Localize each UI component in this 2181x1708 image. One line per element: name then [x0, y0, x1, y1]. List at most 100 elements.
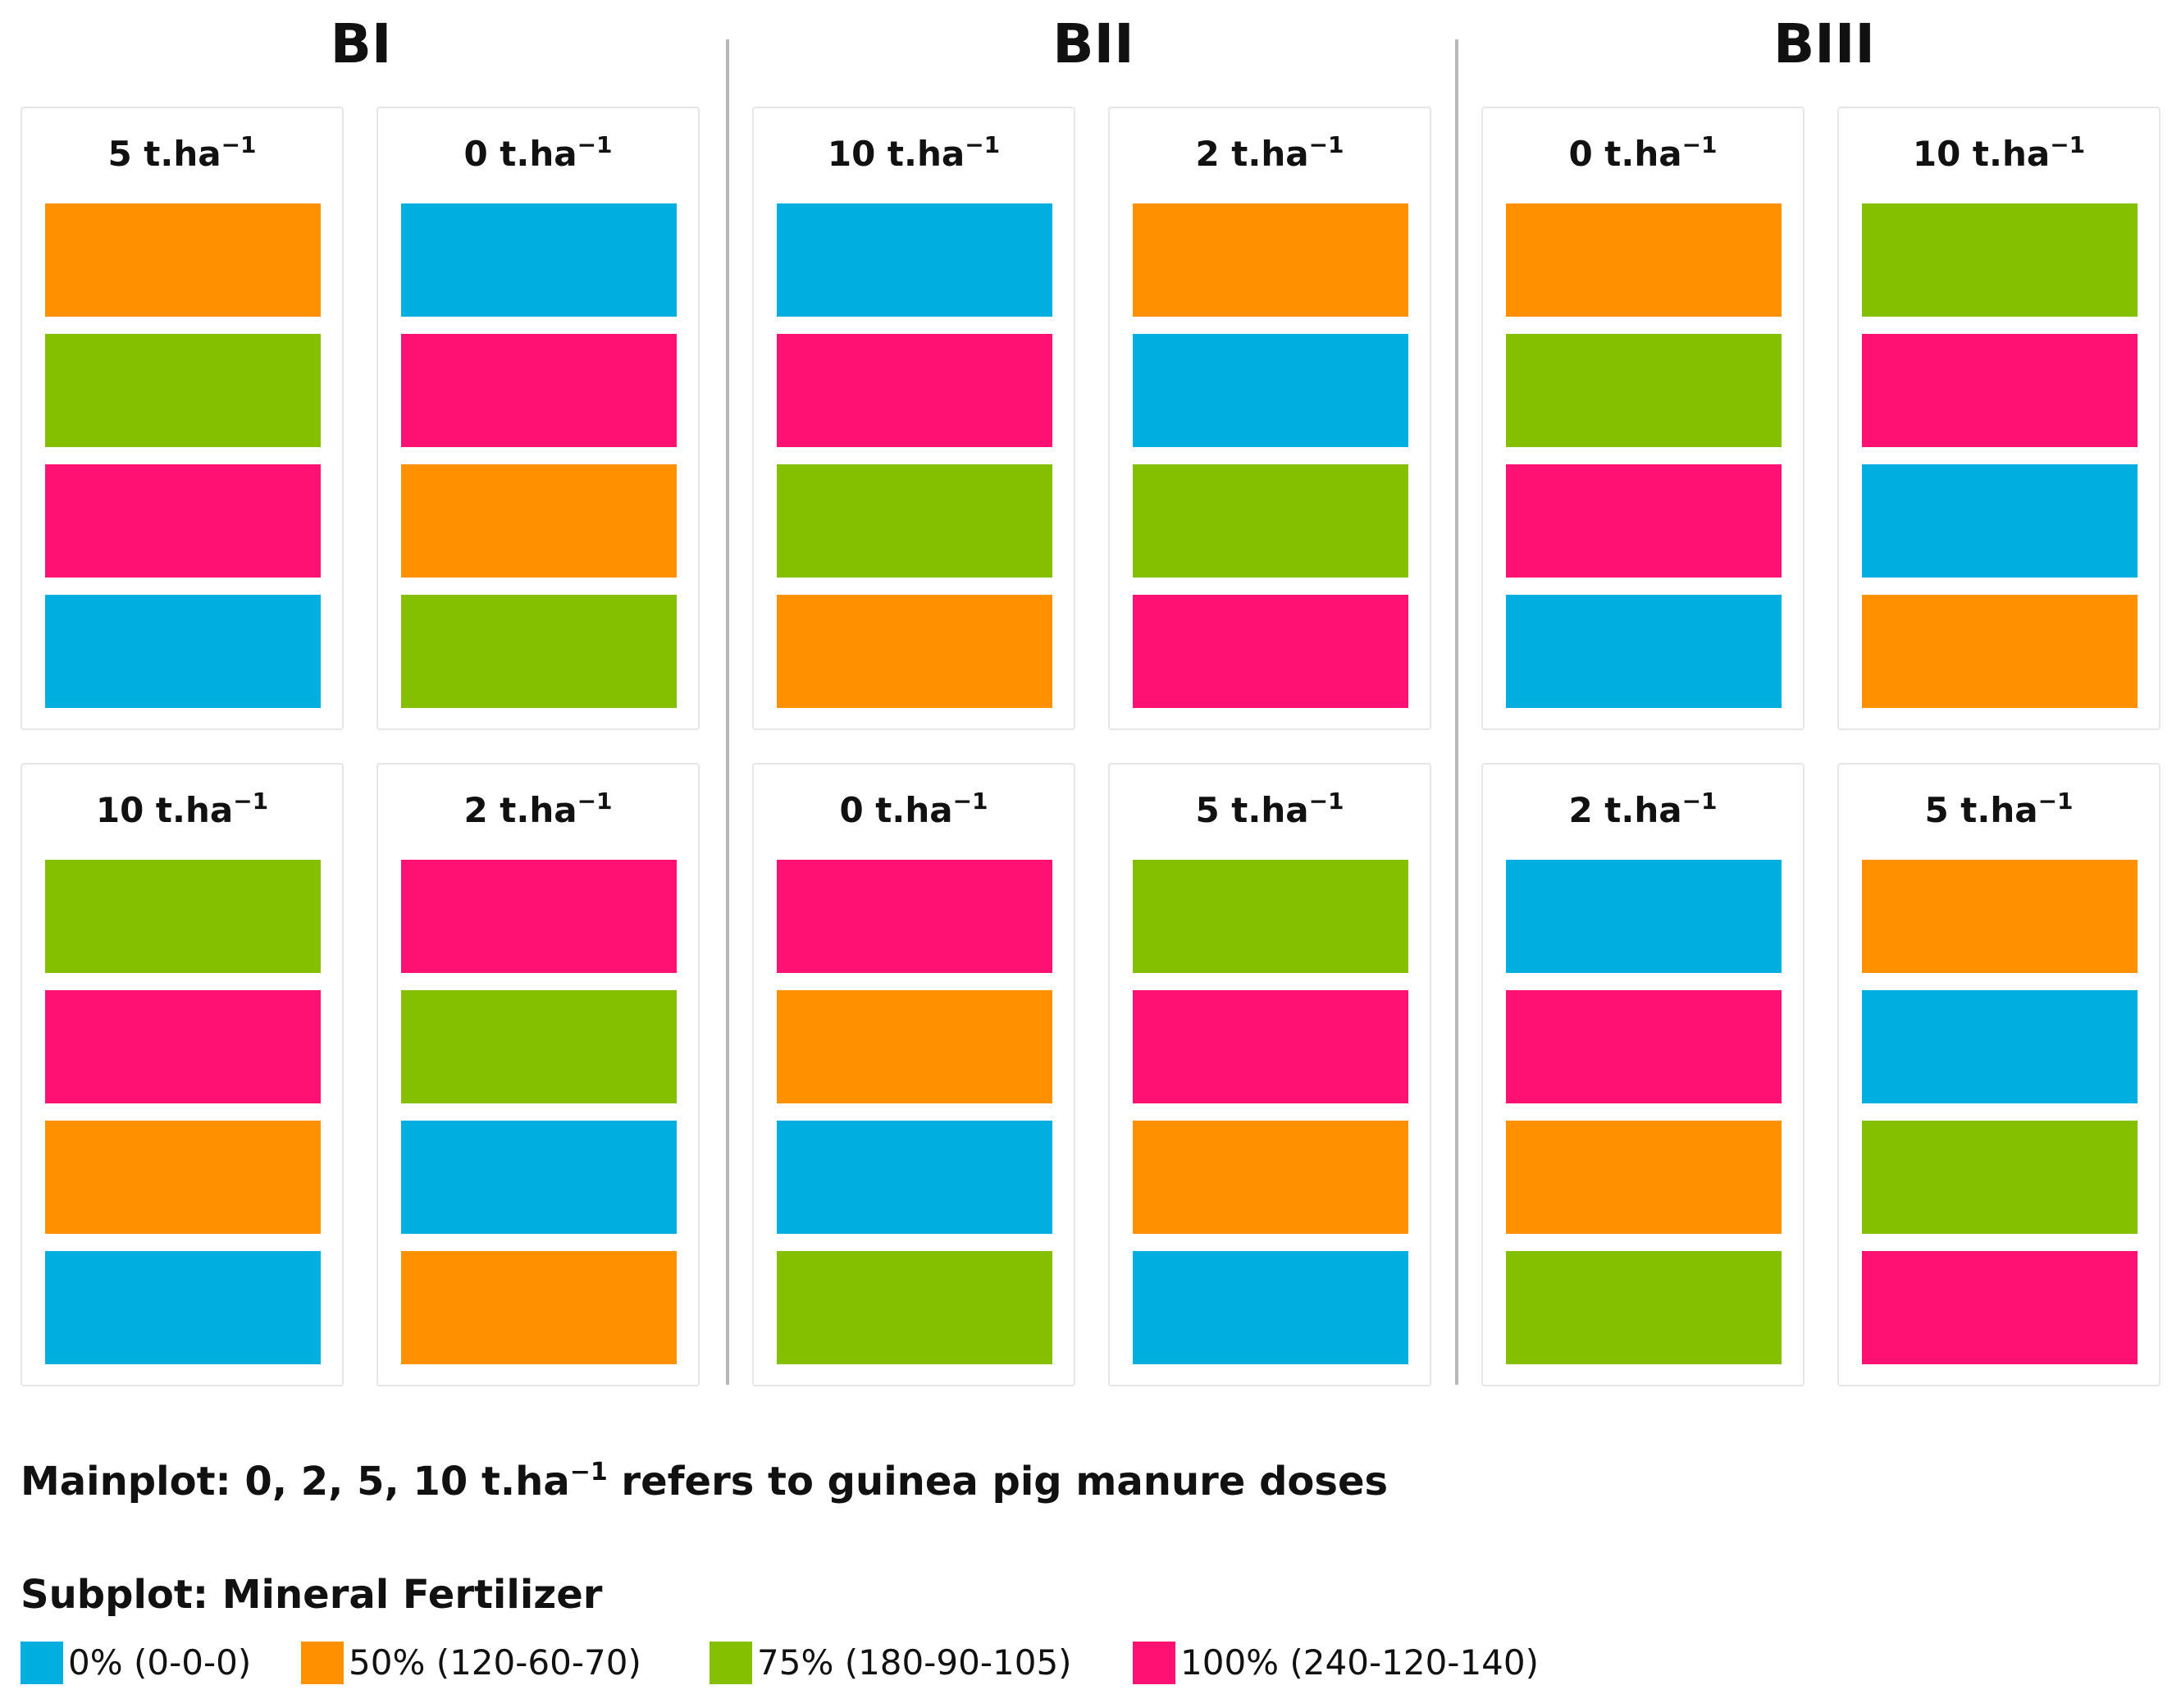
mainplot-caption-prefix: Mainplot: 0, 2, 5, 10 t.ha — [21, 1459, 570, 1505]
subplot-50pct — [45, 1121, 321, 1234]
subplot-50pct — [45, 203, 321, 317]
subplot-100pct — [1133, 990, 1408, 1103]
mainplot-label: 5 t.ha−1 — [1839, 786, 2159, 835]
mainplot: 10 t.ha−1 — [752, 107, 1075, 730]
mainplot: 0 t.ha−1 — [1481, 107, 1805, 730]
mainplot-unit-exponent: −1 — [577, 788, 613, 815]
mainplot-dose: 2 — [1195, 134, 1220, 174]
subplot-0pct — [45, 595, 321, 708]
subplot-50pct — [1506, 1121, 1782, 1234]
mainplot-unit: t.ha — [487, 790, 577, 830]
mainplot: 0 t.ha−1 — [376, 107, 700, 730]
subplot-50pct — [777, 595, 1052, 708]
mainplot-caption: Mainplot: 0, 2, 5, 10 t.ha−1 refers to g… — [21, 1457, 1388, 1506]
legend-label: 50% (120-60-70) — [349, 1642, 641, 1683]
mainplot-unit-exponent: −1 — [233, 788, 269, 815]
mainplot: 5 t.ha−1 — [1108, 763, 1431, 1386]
legend: 0% (0-0-0) 50% (120-60-70) 75% (180-90-105… — [21, 1639, 2153, 1687]
mainplot-unit: t.ha — [1219, 790, 1309, 830]
subplot-100pct — [1506, 464, 1782, 578]
subplot-100pct — [401, 334, 677, 447]
mainplot-dose: 10 — [1912, 134, 1961, 174]
mainplot-unit: t.ha — [1960, 134, 2051, 174]
subplot-100pct — [1862, 1251, 2138, 1364]
mainplot-label: 5 t.ha−1 — [22, 130, 342, 179]
subplot-100pct — [1506, 990, 1782, 1103]
subplot-100pct — [1133, 595, 1408, 708]
block-title: BII — [1052, 12, 1134, 75]
subplot-75pct — [401, 595, 677, 708]
mainplot-label: 0 t.ha−1 — [754, 786, 1074, 835]
mainplot-caption-suffix: refers to guinea pig manure doses — [607, 1459, 1389, 1505]
subplot-75pct — [1862, 1121, 2138, 1234]
mainplot-dose: 0 — [463, 134, 488, 174]
subplot-100pct — [777, 860, 1052, 973]
subplot-50pct — [1862, 595, 2138, 708]
mainplot: 2 t.ha−1 — [1481, 763, 1805, 1386]
mainplot-unit-exponent: −1 — [952, 788, 988, 815]
subplot-50pct — [401, 1251, 677, 1364]
mainplot-dose: 0 — [1568, 134, 1593, 174]
legend-swatch — [301, 1642, 344, 1684]
mainplot-label: 0 t.ha−1 — [378, 130, 698, 179]
mainplot-dose: 10 — [827, 134, 876, 174]
field-layout-diagram: BI 5 t.ha−1 0 t.ha−1 10 t.ha−1 2 t.ha−1 BII 10… — [21, 12, 2160, 1386]
mainplot-label: 2 t.ha−1 — [378, 786, 698, 835]
mainplot-dose: 2 — [463, 790, 488, 830]
subplot-75pct — [45, 334, 321, 447]
legend-item: 100% (240-120-140) — [1133, 1639, 1539, 1687]
block-title: BIII — [1773, 12, 1875, 75]
mainplot-label: 5 t.ha−1 — [1110, 786, 1430, 835]
block-divider — [1455, 39, 1458, 1385]
subplot-75pct — [1862, 203, 2138, 317]
mainplot-unit: t.ha — [1592, 790, 1682, 830]
mainplot-label: 10 t.ha−1 — [1839, 130, 2159, 179]
mainplot-unit: t.ha — [875, 134, 965, 174]
legend-item: 0% (0-0-0) — [21, 1639, 251, 1687]
subplot-0pct — [777, 203, 1052, 317]
mainplot-label: 2 t.ha−1 — [1110, 130, 1430, 179]
mainplot: 10 t.ha−1 — [1837, 107, 2160, 730]
subplot-75pct — [45, 860, 321, 973]
subplot-0pct — [1506, 860, 1782, 973]
mainplot-unit: t.ha — [131, 134, 221, 174]
mainplot-unit-exponent: −1 — [2037, 788, 2074, 815]
mainplot-dose: 5 — [1195, 790, 1220, 830]
mainplot-label: 10 t.ha−1 — [754, 130, 1074, 179]
subplot-50pct — [777, 990, 1052, 1103]
subplot-100pct — [1862, 334, 2138, 447]
mainplot-unit: t.ha — [1948, 790, 2038, 830]
subplot-100pct — [401, 860, 677, 973]
mainplot-unit-exponent: −1 — [221, 131, 257, 158]
mainplot-unit: t.ha — [1219, 134, 1309, 174]
subplot-0pct — [1862, 464, 2138, 578]
mainplot-unit-exponent: −1 — [1308, 131, 1344, 158]
mainplot-unit: t.ha — [144, 790, 234, 830]
mainplot: 10 t.ha−1 — [21, 763, 344, 1386]
legend-label: 75% (180-90-105) — [757, 1642, 1072, 1683]
mainplot-unit-exponent: −1 — [2050, 131, 2086, 158]
mainplot-unit-exponent: −1 — [965, 131, 1001, 158]
subplot-100pct — [45, 990, 321, 1103]
mainplot-unit-exponent: −1 — [577, 131, 613, 158]
mainplot: 5 t.ha−1 — [1837, 763, 2160, 1386]
mainplot-label: 10 t.ha−1 — [22, 786, 342, 835]
mainplot-dose: 5 — [1924, 790, 1949, 830]
subplot-0pct — [45, 1251, 321, 1364]
mainplot-unit-exponent: −1 — [1681, 131, 1718, 158]
subplot-50pct — [401, 464, 677, 578]
mainplot-unit-exponent: −1 — [1681, 788, 1718, 815]
legend-swatch — [21, 1642, 63, 1684]
subplot-75pct — [401, 990, 677, 1103]
mainplot-dose: 2 — [1568, 790, 1593, 830]
mainplot-unit: t.ha — [1592, 134, 1682, 174]
mainplot-unit: t.ha — [863, 790, 953, 830]
subplot-0pct — [1862, 990, 2138, 1103]
subplot-0pct — [1506, 595, 1782, 708]
mainplot: 0 t.ha−1 — [752, 763, 1075, 1386]
mainplot: 2 t.ha−1 — [376, 763, 700, 1386]
mainplot-unit: t.ha — [487, 134, 577, 174]
subplot-50pct — [1133, 203, 1408, 317]
mainplot-dose: 5 — [107, 134, 132, 174]
subplot-75pct — [777, 1251, 1052, 1364]
